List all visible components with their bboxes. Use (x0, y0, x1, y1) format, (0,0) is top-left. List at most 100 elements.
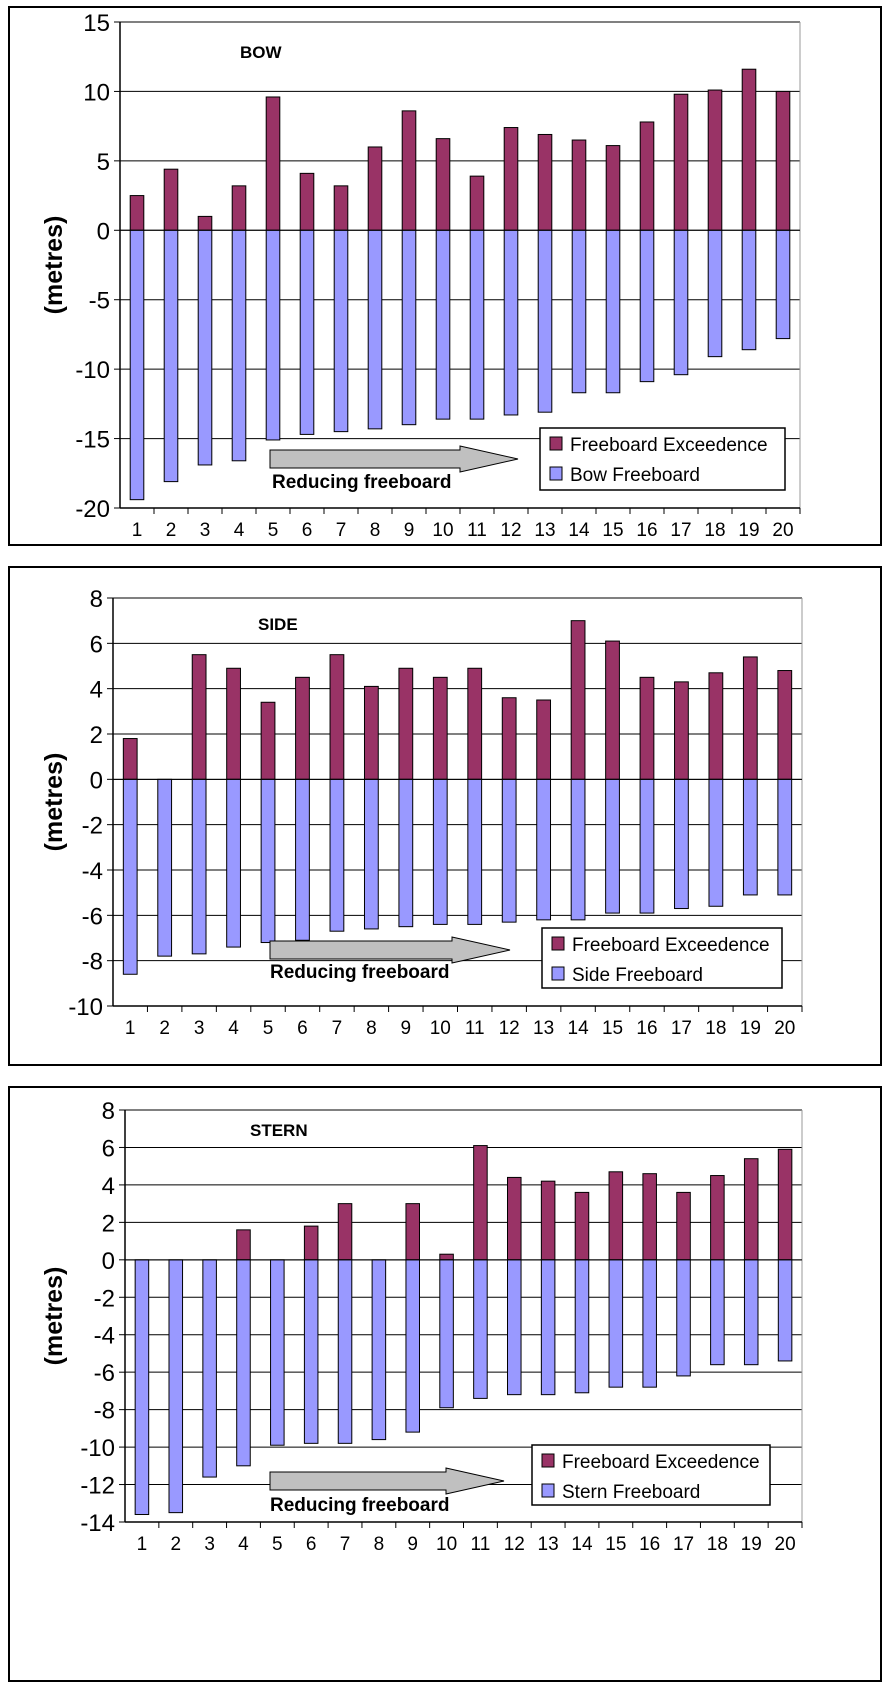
y-tick-label: -6 (82, 903, 103, 930)
y-tick-label: 8 (102, 1098, 115, 1125)
x-tick-label: 3 (194, 1018, 205, 1039)
y-tick-label: 0 (102, 1248, 115, 1275)
bar-bow-freeboard (503, 229, 519, 416)
y-tick-label: 2 (90, 722, 103, 749)
bar-freeboard-exceedence (741, 68, 757, 231)
x-tick-label: 2 (170, 1534, 181, 1555)
x-tick-label: 8 (374, 1534, 385, 1555)
bar-side-freeboard (295, 778, 310, 941)
bar-stern-freeboard (236, 1259, 251, 1467)
bar-freeboard-exceedence (163, 168, 179, 231)
bar-freeboard-exceedence (236, 1229, 251, 1261)
x-tick-label: 9 (407, 1534, 418, 1555)
x-tick-label: 18 (707, 1534, 728, 1555)
bar-freeboard-exceedence (432, 676, 448, 780)
x-tick-label: 9 (401, 1018, 412, 1039)
y-tick-label: -2 (94, 1285, 115, 1312)
x-tick-label: 12 (499, 1018, 520, 1039)
bar-freeboard-exceedence (605, 145, 621, 231)
legend-swatch (549, 436, 563, 451)
bar-bow-freeboard (299, 229, 315, 435)
bar-bow-freeboard (265, 229, 281, 441)
x-tick-label: 19 (740, 1018, 761, 1039)
bar-freeboard-exceedence (439, 1253, 454, 1261)
x-tick-label: 17 (671, 1018, 692, 1039)
bar-side-freeboard (226, 778, 241, 948)
bar-freeboard-exceedence (707, 89, 723, 231)
x-tick-label: 19 (738, 520, 759, 541)
x-tick-label: 1 (137, 1534, 148, 1555)
legend-swatch (549, 466, 563, 481)
bar-bow-freeboard (605, 229, 621, 394)
x-tick-label: 15 (602, 520, 623, 541)
bar-bow-freeboard (673, 229, 689, 376)
legend-entry: Freeboard Exceedence (570, 435, 768, 456)
bar-stern-freeboard (574, 1259, 590, 1394)
y-tick-label: 0 (90, 767, 103, 794)
bar-freeboard-exceedence (473, 1145, 488, 1261)
bar-freeboard-exceedence (710, 1175, 725, 1261)
bar-bow-freeboard (163, 229, 179, 483)
annotation-reducing-freeboard: Reducing freeboard (270, 962, 449, 983)
bar-bow-freeboard (707, 229, 723, 358)
x-tick-label: 1 (125, 1018, 136, 1039)
bar-freeboard-exceedence (398, 667, 414, 780)
bar-freeboard-exceedence (775, 90, 791, 231)
y-tick-label: 6 (90, 631, 103, 658)
bar-stern-freeboard (134, 1259, 150, 1516)
x-tick-label: 6 (302, 520, 313, 541)
bar-side-freeboard (260, 778, 276, 944)
bar-bow-freeboard (129, 229, 145, 501)
bar-freeboard-exceedence (299, 172, 315, 231)
legend-swatch (551, 966, 565, 981)
bar-bow-freeboard (197, 229, 213, 466)
x-tick-label: 4 (228, 1018, 239, 1039)
reducing-freeboard-arrow (269, 445, 519, 473)
bar-stern-freeboard (371, 1259, 387, 1441)
x-tick-label: 7 (332, 1018, 343, 1039)
bar-bow-freeboard (435, 229, 451, 420)
x-tick-label: 14 (568, 1018, 590, 1039)
x-tick-label: 12 (500, 520, 521, 541)
x-tick-label: 15 (602, 1018, 623, 1039)
y-tick-label: 5 (97, 149, 110, 176)
bar-freeboard-exceedence (333, 185, 349, 231)
bar-stern-freeboard (337, 1259, 353, 1444)
y-tick-label: -12 (80, 1473, 115, 1500)
x-tick-label: 11 (471, 1534, 491, 1555)
bar-side-freeboard (191, 778, 207, 955)
y-tick-label: -2 (82, 813, 103, 840)
bar-freeboard-exceedence (503, 127, 519, 231)
bar-side-freeboard (501, 778, 517, 923)
bar-bow-freeboard (469, 229, 485, 420)
x-tick-label: 2 (159, 1018, 170, 1039)
legend-swatch (541, 1453, 555, 1468)
y-tick-label: -5 (89, 288, 110, 315)
x-tick-label: 20 (775, 1534, 796, 1555)
bar-freeboard-exceedence (401, 110, 417, 231)
bar-freeboard-exceedence (501, 697, 517, 780)
x-tick-label: 17 (670, 520, 691, 541)
legend-swatch (541, 1483, 555, 1498)
chart-title: SIDE (258, 615, 298, 634)
x-tick-label: 14 (571, 1534, 593, 1555)
x-tick-label: 10 (430, 1018, 451, 1039)
y-tick-label: -8 (94, 1398, 115, 1425)
bar-stern-freeboard (676, 1259, 691, 1377)
bar-side-freeboard (467, 778, 483, 925)
x-tick-label: 13 (534, 520, 555, 541)
bar-side-freeboard (605, 778, 620, 914)
bar-bow-freeboard (571, 229, 587, 394)
legend-entry: Freeboard Exceedence (572, 935, 770, 956)
bar-stern-freeboard (507, 1259, 522, 1396)
bar-freeboard-exceedence (337, 1203, 353, 1261)
bar-side-freeboard (777, 778, 793, 896)
bar-stern-freeboard (270, 1259, 285, 1446)
x-tick-label: 5 (263, 1018, 274, 1039)
x-tick-label: 20 (772, 520, 793, 541)
x-tick-label: 5 (268, 520, 279, 541)
x-tick-label: 8 (370, 520, 381, 541)
x-tick-label: 13 (538, 1534, 559, 1555)
